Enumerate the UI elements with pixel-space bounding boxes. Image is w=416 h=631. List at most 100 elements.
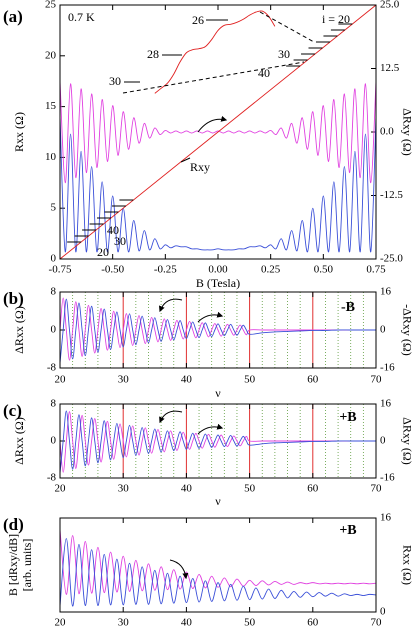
panel-label: (d) (3, 515, 24, 534)
plot-frame (59, 291, 377, 369)
panel: -0.75 -0.50 -0.25 0.00 0.25 0.50 0.75 0 5 10 15 20 2… (3, 0, 414, 290)
y-tick-label: -8 (47, 472, 57, 484)
x-tick-label: 0.25 (261, 264, 281, 276)
annotation: 26 (192, 13, 204, 27)
y2-tick-label: 25.0 (380, 0, 400, 11)
x-tick-label: 70 (371, 374, 383, 386)
y-tick-label: 15 (45, 100, 57, 112)
y2-tick-label: 16 (380, 512, 392, 524)
x-tick-label: 30 (118, 483, 130, 495)
y-tick-label: 0 (51, 324, 57, 336)
x-tick-label: 70 (371, 617, 383, 629)
y2-tick-label: 0 (380, 606, 386, 618)
y-tick-label: 20 (45, 49, 57, 61)
panel: 20 30 40 50 60 70 -8 0 8 -16 0 16 (b) ν ΔRxx (Ω) -ΔRxy … (3, 286, 414, 400)
x-axis-label: B (Tesla) (196, 276, 240, 290)
y-tick-label: 0 (51, 435, 57, 447)
annotation: 30 (114, 234, 126, 248)
arrow (197, 311, 224, 323)
data-line (60, 411, 376, 473)
panel-label: (b) (3, 289, 24, 308)
x-tick-label: 20 (55, 617, 67, 629)
x-axis-label: ν (215, 494, 221, 508)
y2-tick-label: 16 (380, 398, 392, 410)
y2-axis-label: ΔRxy (Ω) (400, 417, 414, 465)
x-tick-label: 40 (181, 374, 193, 386)
x-tick-label: 60 (307, 374, 319, 386)
x-tick-label: 40 (181, 483, 193, 495)
y-tick-label: -8 (47, 362, 57, 374)
annotation: 28 (147, 47, 159, 61)
y-tick-label: 10 (45, 151, 57, 163)
annotation: +B (339, 523, 356, 538)
x-tick-label: -0.50 (101, 264, 124, 276)
x-tick-label: 0.50 (314, 264, 334, 276)
annotation: 30 (109, 74, 121, 88)
y2-tick-label: 0 (380, 435, 386, 447)
data-line (60, 5, 376, 259)
x-tick-label: 50 (244, 483, 256, 495)
decorations (67, 11, 353, 580)
annotation: 30 (278, 47, 290, 61)
panel: 20 30 40 50 60 700 16 (d)B [dRxy/dB] [arb. units… (3, 512, 414, 629)
y-axis-label: [arb. units] (20, 539, 34, 592)
x-tick-label: 40 (181, 617, 193, 629)
arrow (197, 115, 228, 133)
annotation: 40 (107, 223, 119, 237)
plot-frame (59, 4, 377, 260)
annotation: 20 (97, 245, 109, 259)
x-tick-label: 60 (307, 483, 319, 495)
x-tick-label: -0.25 (154, 264, 177, 276)
y-tick-label: 8 (51, 286, 57, 298)
data-line (60, 81, 376, 184)
panel-label: (a) (3, 7, 23, 26)
y2-tick-label: 0 (380, 324, 386, 336)
leader-line (180, 157, 191, 163)
y-tick-label: 25 (45, 0, 57, 11)
arrow (169, 559, 189, 580)
x-tick-label: 30 (118, 374, 130, 386)
y-axis-label: B [dRxy/dB] (6, 534, 20, 596)
y-tick-label: 0 (51, 253, 57, 265)
y-axis-label: ΔRxx (Ω) (12, 306, 26, 354)
data-line (154, 10, 276, 94)
data-line (60, 529, 376, 595)
y2-axis-label: Rxx (Ω) (400, 545, 414, 585)
y2-tick-label: 16 (380, 286, 392, 298)
annotation: 0.7 K (68, 10, 95, 24)
x-tick-label: -0.75 (49, 264, 72, 276)
panel-label: (c) (3, 401, 22, 420)
plot-frame (59, 403, 377, 479)
y2-tick-label: 12.5 (380, 62, 400, 74)
y2-tick-label: 0.0 (380, 126, 394, 138)
x-tick-label: 60 (307, 617, 319, 629)
zoom-line (122, 61, 305, 94)
plot-frame (59, 517, 377, 613)
annotation: i = 20 (322, 12, 350, 26)
x-axis-label: ν (215, 386, 221, 400)
y2-tick-label: -12.5 (380, 189, 403, 201)
y2-tick-label: -25.0 (380, 253, 403, 265)
annotation: Rxy (190, 160, 210, 174)
x-tick-label: 0.75 (366, 264, 386, 276)
arrow (159, 410, 183, 424)
y2-tick-label: -16 (380, 472, 395, 484)
y-axis-label: Rxx (Ω) (12, 112, 26, 152)
y2-axis-label: ΔRxy (Ω) (400, 108, 414, 156)
y2-axis-label: -ΔRxy (Ω) (400, 304, 414, 356)
y-axis-label: ΔRxx (Ω) (12, 417, 26, 465)
x-tick-label: 50 (244, 374, 256, 386)
y2-tick-label: -16 (380, 362, 395, 374)
x-tick-label: 50 (244, 617, 256, 629)
panel: 20 30 40 50 60 70 -8 0 8 -16 0 16 (c) ν ΔRxx (Ω) ΔRxy (… (3, 398, 414, 508)
annotation: +B (339, 410, 356, 425)
x-tick-label: 20 (55, 483, 67, 495)
x-tick-label: 20 (55, 374, 67, 386)
arrow (159, 298, 183, 313)
annotation: -B (341, 300, 355, 315)
x-tick-label: 30 (118, 617, 130, 629)
zoom-line (259, 11, 315, 43)
data-line (60, 538, 376, 607)
data-line (60, 298, 376, 364)
